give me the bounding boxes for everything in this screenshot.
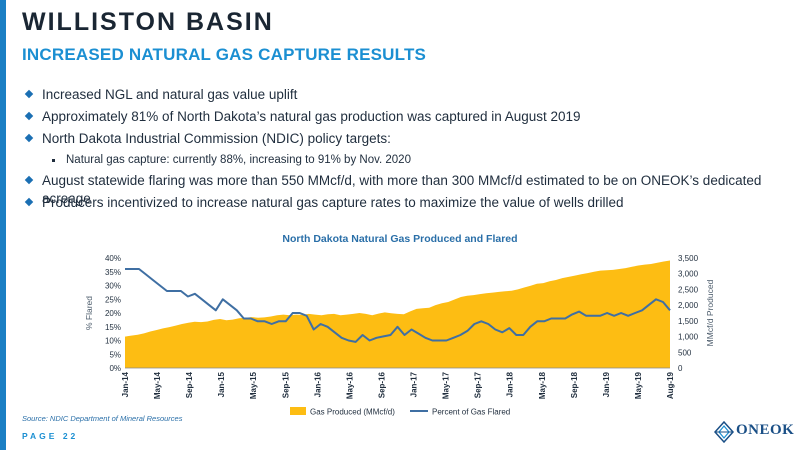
percent-flared-line	[125, 268, 671, 343]
right-y-tick-label: 2,500	[678, 285, 699, 294]
legend-label-percent-flared: Percent of Gas Flared	[432, 408, 510, 417]
right-y-tick-label: 1,000	[678, 333, 699, 342]
diamond-bullet-icon	[24, 89, 34, 99]
bullet-text: North Dakota Industrial Commission (NDIC…	[42, 131, 391, 146]
x-tick-label: Aug-19	[666, 371, 675, 399]
x-tick-label: Jan-19	[602, 371, 611, 397]
page-title: WILLISTON BASIN	[22, 8, 274, 36]
oneok-diamond-icon	[714, 421, 734, 443]
bullet-item: August statewide flaring was more than 5…	[24, 172, 794, 206]
right-y-tick-label: 0	[678, 364, 683, 373]
oneok-logo: ONEOK	[714, 420, 794, 444]
bullet-text: Increased NGL and natural gas value upli…	[42, 87, 298, 102]
x-tick-label: May-15	[249, 371, 258, 399]
x-tick-label: Sep-18	[570, 371, 579, 398]
x-tick-label: May-17	[442, 371, 451, 399]
left-y-tick-label: 35%	[105, 268, 121, 277]
page-number: PAGE 22	[22, 431, 79, 441]
bullet-text: Producers incentivized to increase natur…	[42, 195, 624, 210]
diamond-bullet-icon	[24, 175, 34, 185]
logo-text: ONEOK	[736, 422, 795, 438]
page-subtitle: INCREASED NATURAL GAS CAPTURE RESULTS	[22, 45, 427, 64]
x-tick-label: Jan-14	[121, 371, 130, 397]
x-tick-label: Jan-16	[313, 371, 322, 397]
sub-bullet-item: Natural gas capture: currently 88%, incr…	[24, 152, 794, 172]
left-y-tick-label: 5%	[109, 350, 121, 359]
x-tick-label: May-19	[634, 371, 643, 399]
bullet-item: North Dakota Industrial Commission (NDIC…	[24, 130, 794, 152]
x-tick-label: May-16	[345, 371, 354, 399]
right-axis-title: MMcf/d Produced	[705, 279, 715, 346]
bullet-item: Approximately 81% of North Dakota’s natu…	[24, 108, 794, 130]
x-tick-label: May-14	[153, 371, 162, 399]
left-y-tick-label: 20%	[105, 309, 121, 318]
right-y-tick-label: 2,000	[678, 301, 699, 310]
legend-swatch-gas-produced	[290, 407, 306, 415]
right-y-tick-label: 500	[678, 348, 692, 357]
x-tick-label: Sep-14	[185, 371, 194, 398]
source-note: Source: NDIC Department of Mineral Resou…	[22, 414, 183, 423]
gas-produced-area	[125, 260, 670, 368]
right-y-tick-label: 3,000	[678, 270, 699, 279]
x-tick-label: Jan-18	[506, 371, 515, 397]
legend-label-gas-produced: Gas Produced (MMcf/d)	[310, 408, 395, 417]
diamond-bullet-icon	[24, 197, 34, 207]
right-y-tick-label: 1,500	[678, 317, 699, 326]
sub-bullet-text: Natural gas capture: currently 88%, incr…	[66, 154, 411, 166]
left-y-tick-label: 15%	[105, 323, 121, 332]
left-y-tick-label: 40%	[105, 254, 121, 263]
chart-container: North Dakota Natural Gas Produced and Fl…	[80, 228, 720, 428]
left-accent-bar	[0, 0, 6, 450]
bullet-item: Producers incentivized to increase natur…	[24, 194, 794, 216]
square-bullet-icon	[52, 159, 55, 162]
left-y-tick-label: 0%	[109, 364, 121, 373]
x-tick-label: Jan-15	[217, 371, 226, 397]
bullet-list: Increased NGL and natural gas value upli…	[24, 86, 794, 216]
diamond-bullet-icon	[24, 133, 34, 143]
right-y-tick-label: 3,500	[678, 254, 699, 263]
left-y-tick-label: 25%	[105, 295, 121, 304]
x-tick-label: May-18	[538, 371, 547, 399]
left-axis-title: % Flared	[84, 296, 94, 330]
x-tick-label: Sep-15	[281, 371, 290, 398]
x-tick-label: Sep-17	[474, 371, 483, 398]
chart-title: North Dakota Natural Gas Produced and Fl…	[282, 233, 518, 245]
x-tick-label: Jan-17	[410, 371, 419, 397]
gas-flaring-chart: 0% 5% 10% 15% 20% 25% 30% 35% 40% 0 500 1,000 1,500 2…	[84, 254, 715, 417]
left-y-tick-label: 10%	[105, 337, 121, 346]
x-tick-label: Sep-16	[377, 371, 386, 398]
bullet-text: Approximately 81% of North Dakota’s natu…	[42, 109, 581, 124]
diamond-bullet-icon	[24, 111, 34, 121]
left-y-tick-label: 30%	[105, 282, 121, 291]
bullet-text: August statewide flaring was more than 5…	[42, 173, 762, 206]
bullet-item: Increased NGL and natural gas value upli…	[24, 86, 794, 108]
